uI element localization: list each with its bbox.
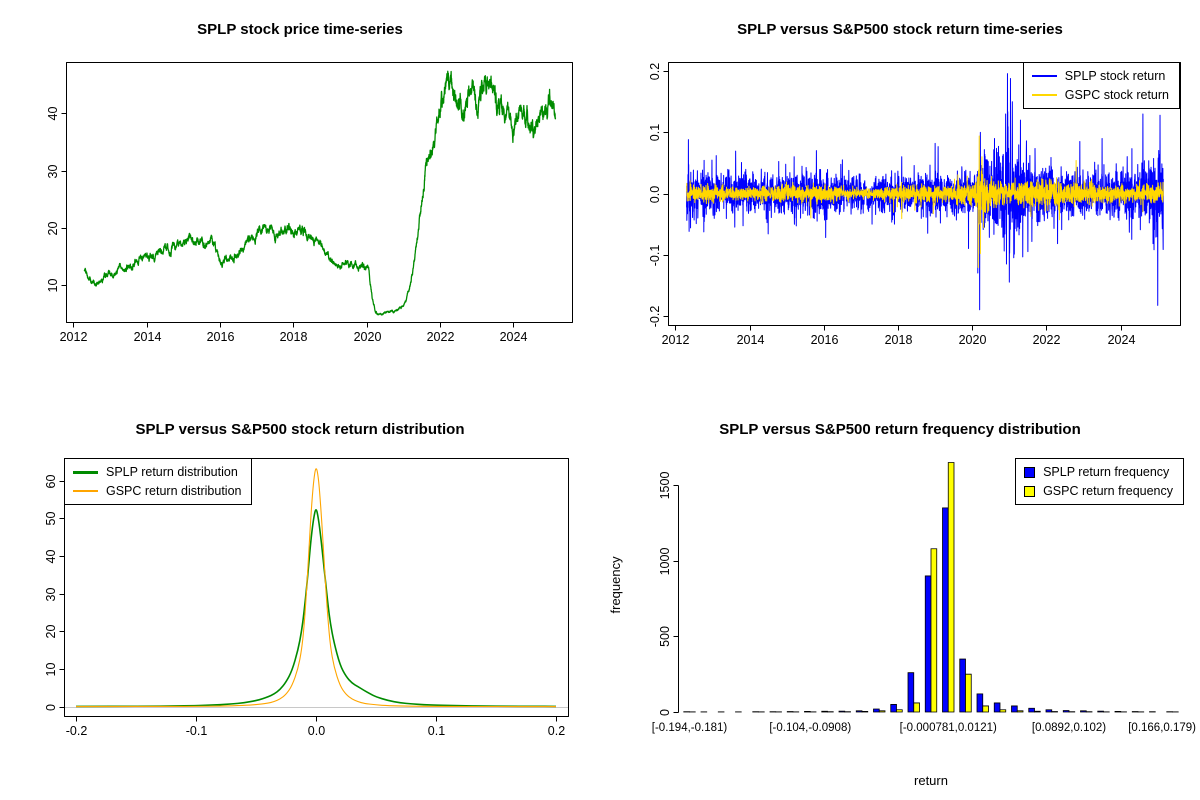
legend-item-splp-distribution: SPLP return distribution (73, 465, 241, 479)
frequency-x-axis-label: return (914, 773, 948, 788)
frequency-legend: SPLP return frequency GSPC return freque… (1015, 458, 1184, 505)
panel-return-distribution: SPLP versus S&P500 stock return distribu… (0, 400, 600, 800)
returns-legend: SPLP stock return GSPC stock return (1022, 62, 1180, 109)
gspc-frequency-box-swatch (1024, 485, 1036, 497)
frequency-chart-title: SPLP versus S&P500 return frequency dist… (719, 421, 1081, 438)
price-line-chart-canvas (0, 0, 600, 400)
legend-label-splp-return: SPLP stock return (1064, 69, 1166, 83)
legend-item-gspc-return: GSPC stock return (1031, 88, 1169, 102)
legend-item-splp-frequency: SPLP return frequency (1024, 465, 1173, 479)
splp-return-line-swatch (1031, 75, 1057, 77)
density-legend: SPLP return distribution GSPC return dis… (64, 458, 253, 505)
price-chart-title: SPLP stock price time-series (197, 21, 403, 38)
density-chart-title: SPLP versus S&P500 stock return distribu… (135, 421, 465, 438)
panel-return-frequency: SPLP versus S&P500 return frequency dist… (600, 400, 1200, 800)
legend-label-splp-frequency: SPLP return frequency (1043, 465, 1170, 479)
gspc-return-line-swatch (1031, 94, 1057, 96)
legend-item-gspc-distribution: GSPC return distribution (73, 484, 241, 498)
legend-item-splp-return: SPLP stock return (1031, 69, 1169, 83)
legend-label-gspc-frequency: GSPC return frequency (1043, 484, 1173, 498)
panel-return-timeseries: SPLP versus S&P500 stock return time-ser… (600, 0, 1200, 400)
returns-line-chart-canvas (600, 0, 1200, 400)
panel-price-timeseries: SPLP stock price time-series (0, 0, 600, 400)
legend-label-splp-distribution: SPLP return distribution (106, 465, 238, 479)
splp-distribution-line-swatch (73, 470, 98, 474)
legend-label-gspc-return: GSPC stock return (1064, 88, 1169, 102)
gspc-distribution-line-swatch (73, 490, 98, 492)
splp-frequency-box-swatch (1024, 466, 1036, 478)
returns-chart-title: SPLP versus S&P500 stock return time-ser… (737, 21, 1063, 38)
legend-item-gspc-frequency: GSPC return frequency (1024, 484, 1173, 498)
legend-label-gspc-distribution: GSPC return distribution (106, 484, 242, 498)
frequency-y-axis-label: frequency (608, 556, 623, 614)
